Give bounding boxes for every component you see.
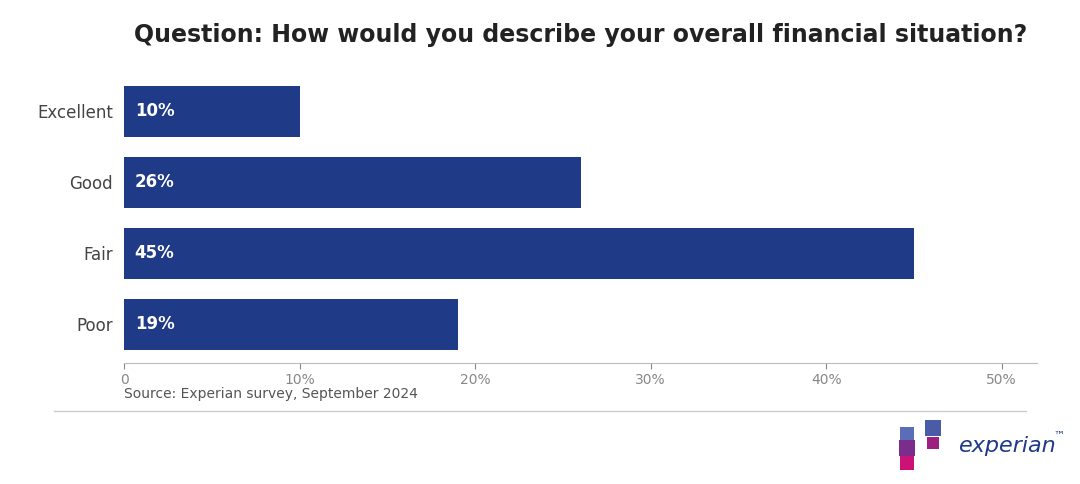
Bar [124,228,914,279]
Text: experian: experian [959,437,1057,456]
Bar [124,86,300,137]
Point [899,444,916,452]
Point [899,430,916,438]
Title: Question: How would you describe your overall financial situation?: Question: How would you describe your ov… [134,23,1027,47]
Text: 45%: 45% [135,244,175,262]
Text: 10%: 10% [135,102,174,121]
Point [924,424,942,431]
Bar [124,299,458,350]
Text: ™: ™ [1053,431,1064,441]
Text: 26%: 26% [135,173,175,191]
Bar [124,157,581,208]
Text: Source: Experian survey, September 2024: Source: Experian survey, September 2024 [124,387,418,401]
Text: 19%: 19% [135,315,175,333]
Point [899,459,916,467]
Point [924,439,942,447]
